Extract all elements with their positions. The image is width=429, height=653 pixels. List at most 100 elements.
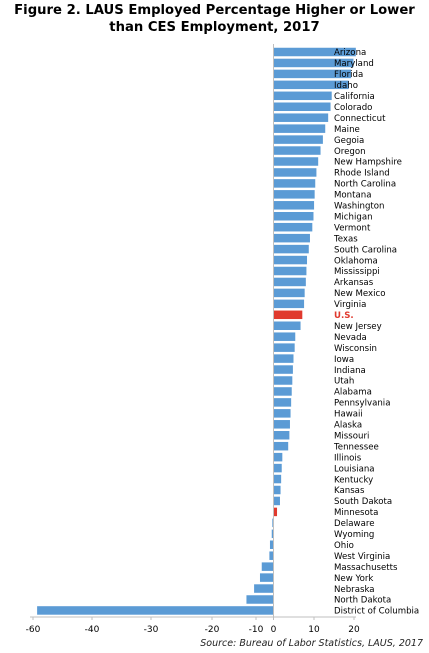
category-label: Alabama: [334, 388, 372, 398]
bar-utah: [273, 376, 293, 385]
bar-alabama: [273, 387, 292, 396]
bar-florida: [273, 69, 352, 79]
bar-pennsylvania: [273, 398, 292, 407]
category-label: Florida: [334, 70, 363, 80]
category-label: Illinois: [334, 453, 362, 463]
category-label: Maine: [334, 125, 360, 135]
bar-delaware: [272, 518, 274, 528]
bar-west-virginia: [269, 551, 274, 560]
category-label: California: [334, 92, 375, 102]
chart-title: Figure 2. LAUS Employed Percentage Highe…: [0, 2, 429, 36]
category-label: Hawaii: [334, 410, 363, 420]
category-label: Connecticut: [334, 114, 386, 124]
bar-new-jersey: [273, 321, 301, 330]
bar-ohio: [269, 540, 274, 549]
bar-alaska: [273, 420, 290, 429]
category-label: Kansas: [334, 486, 365, 496]
bar-rhode-island: [273, 168, 317, 177]
category-label: Mississippi: [334, 267, 380, 277]
category-label: Idaho: [334, 81, 358, 91]
bar-indiana: [273, 365, 293, 374]
category-label: North Dakota: [334, 596, 391, 606]
category-label: Michigan: [334, 212, 373, 222]
category-label: New Hampshire: [334, 158, 402, 168]
bar-oregon: [273, 146, 321, 155]
x-tick-label: 10: [308, 625, 320, 635]
category-label: Missouri: [334, 431, 369, 441]
bar-kansas: [273, 485, 281, 495]
x-tick-label: -10: [249, 625, 264, 635]
category-label: Iowa: [334, 355, 354, 365]
category-label: Vermont: [334, 223, 371, 233]
category-label: South Dakota: [334, 497, 392, 507]
category-label: Massachusetts: [334, 563, 398, 573]
category-label: Alaska: [334, 421, 362, 431]
category-label: Delaware: [334, 519, 375, 529]
bar-district-of-columbia: [37, 606, 274, 615]
bar-virginia: [273, 299, 305, 309]
bar-idaho: [273, 80, 349, 90]
bar-wisconsin: [273, 343, 295, 352]
category-label: Louisiana: [334, 464, 375, 474]
category-label: Texas: [333, 234, 358, 244]
bar-new-york: [259, 573, 274, 582]
x-tick-label: 0: [271, 625, 277, 635]
x-tick-label: -20: [205, 625, 220, 635]
bar-mississippi: [273, 266, 307, 276]
category-label: South Carolina: [334, 245, 397, 255]
category-label: District of Columbia: [334, 607, 419, 617]
x-tick-label: -30: [144, 625, 159, 635]
bar-maryland: [273, 58, 354, 68]
category-label: Gegoia: [334, 136, 364, 146]
bar-hawaii: [273, 409, 291, 418]
bar-maine: [273, 124, 326, 133]
bar-new-hampshire: [273, 157, 319, 166]
category-label: Rhode Island: [334, 169, 390, 179]
chart-title-line-2: than CES Employment, 2017: [109, 20, 320, 35]
category-label: Arizona: [334, 48, 366, 58]
bar-wyoming: [271, 529, 274, 539]
category-label: Wyoming: [334, 530, 374, 540]
category-label: West Virginia: [334, 552, 390, 562]
category-label: Oregon: [334, 147, 366, 157]
category-label: Indiana: [334, 366, 366, 376]
category-label: New Mexico: [334, 289, 385, 299]
category-label: Washington: [334, 202, 385, 212]
x-tick-label: -40: [85, 625, 100, 635]
category-label: Maryland: [334, 59, 374, 69]
bar-arizona: [273, 47, 356, 57]
category-label: Tennessee: [333, 442, 379, 452]
bar-illinois: [273, 452, 283, 462]
category-label: Virginia: [334, 300, 366, 310]
bar-louisiana: [273, 463, 282, 473]
bar-gegoia: [273, 135, 323, 144]
bar-south-carolina: [273, 244, 309, 254]
x-tick-label: 20: [348, 625, 360, 635]
category-label: Nebraska: [334, 585, 375, 595]
source-note: Source: Bureau of Labor Statistics, LAUS…: [200, 638, 423, 649]
x-tick-label: -60: [26, 625, 41, 635]
bar-montana: [273, 190, 315, 199]
category-label: Arkansas: [334, 278, 374, 288]
bar-nebraska: [254, 584, 274, 593]
category-label: Oklahoma: [334, 256, 378, 266]
category-label: New York: [334, 574, 373, 584]
bar-colorado: [273, 102, 331, 111]
category-label: Utah: [334, 377, 354, 387]
bar-connecticut: [273, 113, 329, 122]
category-label: Minnesota: [334, 508, 378, 518]
category-label: Pennsylvania: [334, 399, 390, 409]
category-label: New Jersey: [334, 322, 382, 332]
bar-iowa: [273, 354, 294, 363]
bar-new-mexico: [273, 288, 305, 298]
category-label: North Carolina: [334, 180, 396, 190]
bar-minnesota: [273, 507, 278, 517]
category-label: Ohio: [334, 541, 354, 551]
chart-title-line-1: Figure 2. LAUS Employed Percentage Highe…: [14, 3, 415, 18]
bar-texas: [273, 233, 310, 243]
bar-arkansas: [273, 277, 306, 287]
category-label: Kentucky: [334, 475, 373, 485]
category-label: Nevada: [334, 333, 367, 343]
bar-california: [273, 91, 332, 101]
